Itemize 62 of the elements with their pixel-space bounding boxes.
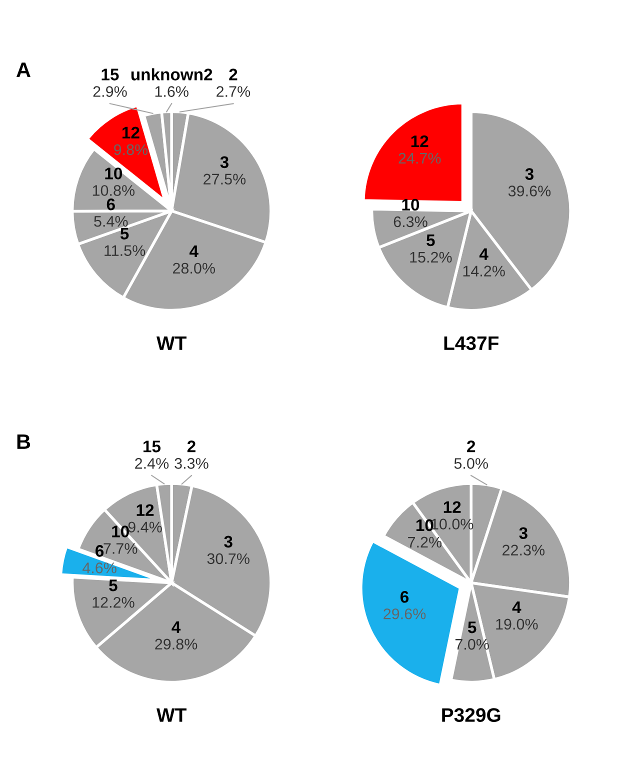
slice-label: 10 [105, 168, 122, 180]
slice-label: 15 [144, 440, 161, 452]
slice-label: 4 [479, 248, 488, 260]
slice-label: 3 [220, 156, 229, 168]
slice-label: 4 [189, 246, 198, 257]
data-label: 22.3% [502, 544, 545, 556]
slice-label: 5 [468, 622, 476, 634]
slice-label: 10 [402, 198, 420, 211]
slice-label: 6 [106, 198, 115, 210]
slice-label: 12 [411, 135, 428, 148]
data-label: 2.9% [93, 86, 127, 97]
slice-label: 5 [109, 580, 118, 592]
text: P329G [442, 708, 500, 722]
data-label: 19.0% [496, 618, 538, 630]
data-label: 12.2% [92, 596, 134, 608]
slice-label: 3 [224, 536, 232, 548]
slice-label: 10 [416, 519, 434, 532]
data-label: 30.7% [207, 553, 250, 564]
data-label: 7.7% [104, 543, 138, 554]
slice-label: 3 [525, 168, 534, 180]
data-label: 5.4% [94, 216, 128, 227]
data-label: 1.6% [155, 86, 188, 97]
slice-label: 3 [519, 527, 528, 540]
data-label: 15.2% [410, 252, 452, 263]
data-label: 28.0% [172, 262, 215, 274]
text: WT [156, 708, 187, 722]
slice-label: 12 [122, 126, 140, 138]
data-label: 29.6% [384, 608, 426, 620]
slice-label: 2 [229, 68, 238, 80]
data-label: 11.5% [104, 245, 146, 256]
data-label: 4.6% [82, 562, 116, 574]
slice-label: unknown2 [131, 68, 212, 80]
data-label: 2.4% [135, 458, 169, 469]
slice-label: 2 [187, 440, 196, 452]
slice-label: 5 [120, 228, 129, 240]
slice-label: 6 [96, 545, 104, 557]
data-label: 5.0% [454, 458, 488, 469]
slice-label: 6 [400, 590, 409, 603]
data-label: 9.4% [128, 522, 162, 533]
data-label: 39.6% [508, 186, 551, 196]
slice-label: 12 [136, 504, 154, 516]
data-label: 6.3% [394, 216, 428, 228]
slice-label: 2 [467, 440, 476, 452]
text: A [16, 62, 30, 77]
text: WT [156, 336, 187, 350]
data-label: 24.7% [398, 152, 441, 164]
data-label: 27.5% [204, 174, 246, 185]
data-label: 3.3% [174, 458, 208, 469]
text: L437F [444, 336, 499, 350]
slice-label: 4 [512, 601, 522, 613]
data-label: 9.8% [114, 144, 148, 156]
data-label: 29.8% [155, 638, 198, 650]
slice-label: 15 [102, 68, 119, 80]
slice-label: 4 [172, 621, 181, 633]
data-label: 7.2% [408, 536, 442, 548]
data-label: 2.7% [216, 86, 250, 97]
data-label: 14.2% [463, 266, 505, 276]
data-label: 10.8% [92, 185, 135, 196]
slice-label: 12 [444, 501, 461, 513]
text: B [17, 434, 30, 449]
slice-label: 5 [426, 234, 435, 246]
slice-label: 10 [112, 526, 129, 538]
